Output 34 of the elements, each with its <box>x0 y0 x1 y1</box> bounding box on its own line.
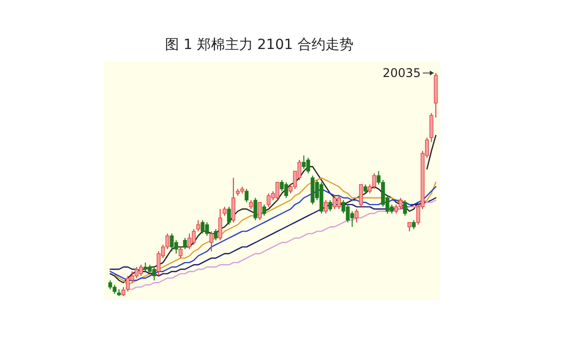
candlestick <box>403 200 407 216</box>
annotation: 20035 <box>382 66 421 80</box>
candlestick <box>196 220 200 232</box>
candlestick <box>324 200 328 214</box>
candlestick <box>398 197 402 210</box>
candlestick <box>192 228 196 246</box>
candlestick <box>359 184 363 208</box>
candlestick <box>284 182 288 198</box>
candlestick <box>218 208 222 241</box>
candlestick <box>258 202 262 221</box>
candlestick <box>262 204 266 216</box>
candlestick <box>214 228 218 241</box>
candlestick <box>244 188 248 203</box>
candlestick <box>306 157 310 174</box>
candlestick <box>152 266 156 281</box>
candlestick <box>232 177 236 223</box>
candlestick <box>328 200 332 212</box>
candlestick <box>178 246 182 259</box>
candlestick <box>372 172 376 190</box>
candlestick <box>302 155 306 170</box>
candlestick <box>170 233 174 252</box>
candlestick <box>280 180 284 192</box>
candlestick <box>210 230 214 252</box>
candlestick <box>346 204 350 223</box>
chart-title: 图 1 郑棉主力 2101 合约走势 <box>165 37 354 53</box>
candlestick <box>354 208 358 223</box>
candlestick <box>350 210 354 228</box>
candlestick <box>188 233 192 250</box>
candlestick <box>183 238 187 250</box>
candlestick <box>227 206 231 226</box>
candlestick <box>174 240 178 254</box>
candlestick <box>126 275 130 292</box>
candlestick <box>254 197 258 221</box>
candlestick <box>430 112 434 143</box>
